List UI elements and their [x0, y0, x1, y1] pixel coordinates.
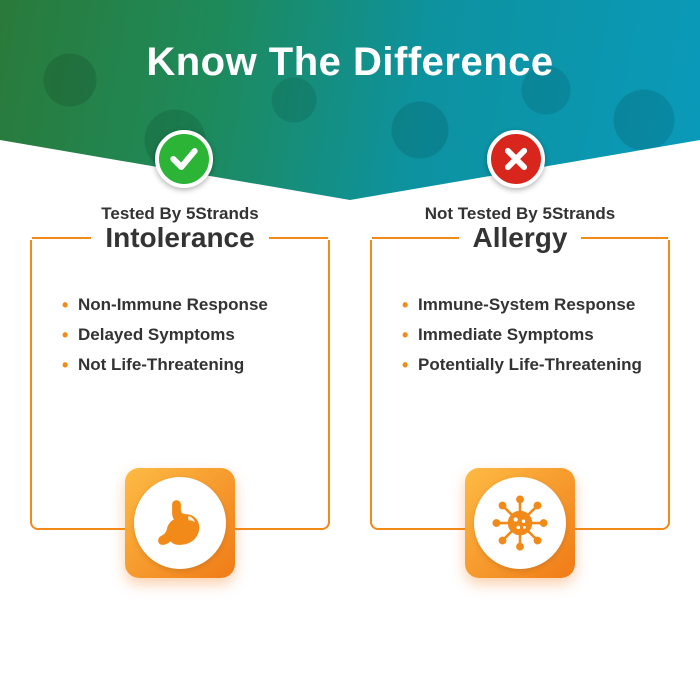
sublabel-left: Tested By 5Strands — [101, 204, 258, 224]
bullets-allergy: Immune-System Response Immediate Symptom… — [372, 290, 642, 379]
column-intolerance: Tested By 5Strands Intolerance Non-Immun… — [30, 200, 330, 700]
header-background — [0, 0, 700, 200]
icon-circle — [474, 477, 566, 569]
heading-allergy: Allergy — [459, 222, 582, 254]
bullets-intolerance: Non-Immune Response Delayed Symptoms Not… — [32, 290, 268, 379]
page-title: Know The Difference — [0, 40, 700, 85]
cross-badge — [487, 130, 545, 188]
list-item: Not Life-Threatening — [62, 350, 268, 380]
box-allergy: Allergy Immune-System Response Immediate… — [370, 240, 670, 530]
list-item: Potentially Life-Threatening — [402, 350, 642, 380]
cross-icon — [502, 145, 530, 173]
list-item: Immediate Symptoms — [402, 320, 642, 350]
icon-tile-virus — [465, 468, 575, 578]
box-head-left: Intolerance — [32, 222, 328, 254]
check-icon — [168, 143, 200, 175]
list-item: Delayed Symptoms — [62, 320, 268, 350]
icon-circle — [134, 477, 226, 569]
stomach-icon — [152, 495, 208, 551]
virus-icon — [492, 495, 548, 551]
comparison-content: Tested By 5Strands Intolerance Non-Immun… — [0, 200, 700, 700]
header: Know The Difference — [0, 0, 700, 200]
check-badge — [155, 130, 213, 188]
icon-tile-stomach — [125, 468, 235, 578]
list-item: Non-Immune Response — [62, 290, 268, 320]
box-head-right: Allergy — [372, 222, 668, 254]
heading-intolerance: Intolerance — [91, 222, 268, 254]
box-intolerance: Intolerance Non-Immune Response Delayed … — [30, 240, 330, 530]
sublabel-right: Not Tested By 5Strands — [425, 204, 616, 224]
column-allergy: Not Tested By 5Strands Allergy Immune-Sy… — [370, 200, 670, 700]
list-item: Immune-System Response — [402, 290, 642, 320]
